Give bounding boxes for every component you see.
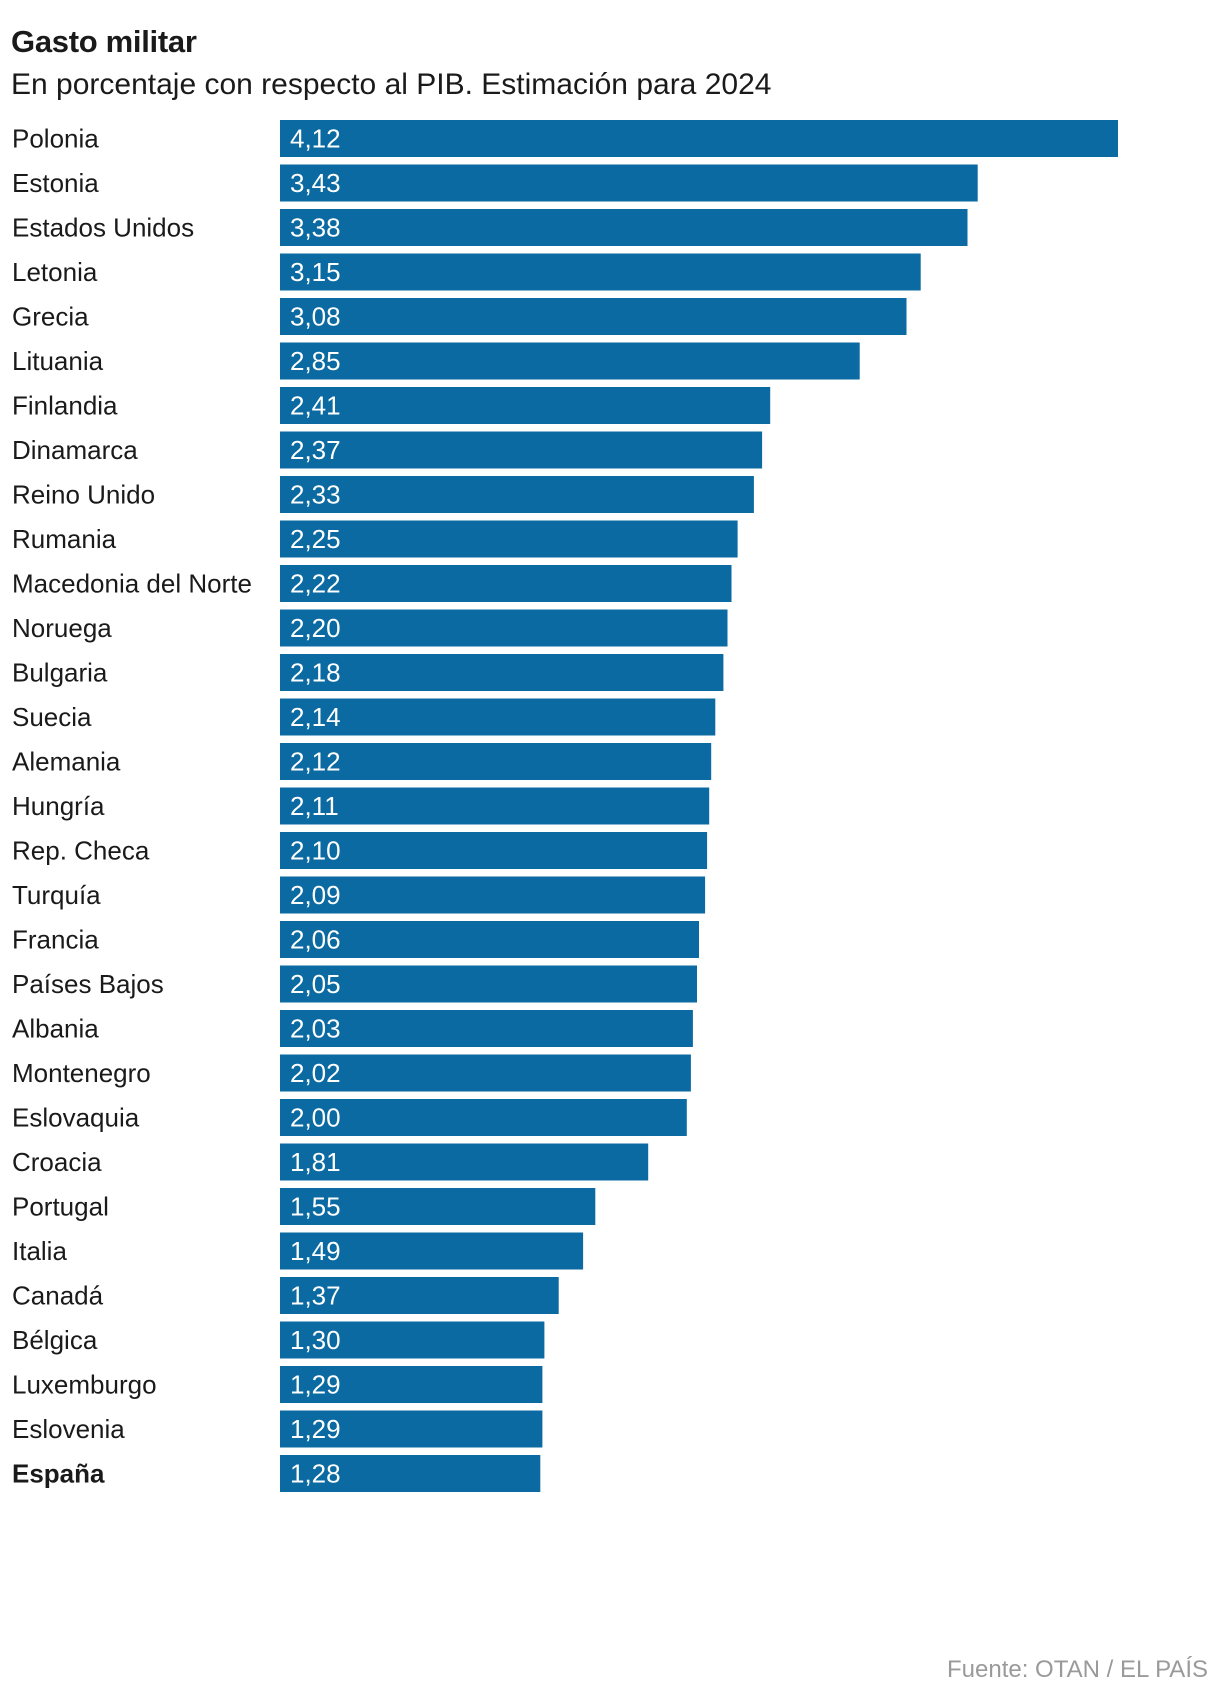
value-label-bulgaria: 2,18 bbox=[290, 658, 341, 688]
bar-luxemburgo bbox=[280, 1366, 543, 1403]
bar-reino-unido bbox=[280, 476, 754, 513]
value-label-turquia: 2,09 bbox=[290, 880, 341, 910]
value-label-eslovenia: 1,29 bbox=[290, 1414, 341, 1444]
value-label-estados-unidos: 3,38 bbox=[290, 213, 341, 243]
country-label-italia: Italia bbox=[12, 1236, 67, 1266]
value-label-francia: 2,06 bbox=[290, 925, 341, 955]
value-label-luxemburgo: 1,29 bbox=[290, 1370, 341, 1400]
country-label-espana: España bbox=[12, 1459, 105, 1489]
bar-paises-bajos bbox=[280, 965, 697, 1003]
bar-portugal bbox=[280, 1188, 596, 1225]
bar-francia bbox=[280, 921, 699, 958]
value-label-reino-unido: 2,33 bbox=[290, 480, 341, 510]
value-label-portugal: 1,55 bbox=[290, 1192, 341, 1222]
bar-eslovaquia bbox=[280, 1099, 687, 1136]
value-label-letonia: 3,15 bbox=[290, 257, 341, 287]
bar-italia bbox=[280, 1232, 584, 1270]
country-label-croacia: Croacia bbox=[12, 1147, 102, 1177]
country-label-estonia: Estonia bbox=[12, 168, 99, 198]
country-label-montenegro: Montenegro bbox=[12, 1058, 151, 1088]
value-label-eslovaquia: 2,00 bbox=[290, 1103, 341, 1133]
country-label-paises-bajos: Países Bajos bbox=[12, 969, 164, 999]
bar-bulgaria bbox=[280, 654, 724, 691]
bar-montenegro bbox=[280, 1054, 691, 1092]
value-label-belgica: 1,30 bbox=[290, 1325, 341, 1355]
bar-letonia bbox=[280, 253, 921, 291]
bar-hungria bbox=[280, 787, 710, 825]
bar-lituania bbox=[280, 342, 860, 380]
bar-turquia bbox=[280, 876, 706, 914]
bar-finlandia bbox=[280, 387, 771, 424]
country-label-luxemburgo: Luxemburgo bbox=[12, 1370, 157, 1400]
value-label-canada: 1,37 bbox=[290, 1281, 341, 1311]
bar-macedonia-del-norte bbox=[280, 565, 732, 602]
country-label-suecia: Suecia bbox=[12, 702, 92, 732]
country-label-bulgaria: Bulgaria bbox=[12, 658, 108, 688]
value-label-dinamarca: 2,37 bbox=[290, 435, 341, 465]
value-label-croacia: 1,81 bbox=[290, 1147, 341, 1177]
country-label-reino-unido: Reino Unido bbox=[12, 480, 155, 510]
country-label-canada: Canadá bbox=[12, 1281, 104, 1311]
country-label-belgica: Bélgica bbox=[12, 1325, 98, 1355]
bar-suecia bbox=[280, 698, 716, 736]
country-label-portugal: Portugal bbox=[12, 1192, 109, 1222]
bar-estados-unidos bbox=[280, 209, 968, 246]
value-label-grecia: 3,08 bbox=[290, 302, 341, 332]
country-label-estados-unidos: Estados Unidos bbox=[12, 213, 194, 243]
bar-croacia bbox=[280, 1143, 649, 1181]
bar-noruega bbox=[280, 609, 728, 647]
country-label-hungria: Hungría bbox=[12, 791, 105, 821]
country-label-finlandia: Finlandia bbox=[12, 391, 118, 421]
country-label-letonia: Letonia bbox=[12, 257, 98, 287]
country-label-eslovaquia: Eslovaquia bbox=[12, 1103, 140, 1133]
value-label-suecia: 2,14 bbox=[290, 702, 341, 732]
value-label-rep-checa: 2,10 bbox=[290, 836, 341, 866]
country-label-alemania: Alemania bbox=[12, 747, 121, 777]
value-label-noruega: 2,20 bbox=[290, 613, 341, 643]
bar-canada bbox=[280, 1277, 559, 1314]
country-label-polonia: Polonia bbox=[12, 124, 99, 154]
value-label-macedonia-del-norte: 2,22 bbox=[290, 569, 341, 599]
country-label-rep-checa: Rep. Checa bbox=[12, 836, 150, 866]
country-label-noruega: Noruega bbox=[12, 613, 112, 643]
bar-eslovenia bbox=[280, 1410, 543, 1448]
value-label-polonia: 4,12 bbox=[290, 124, 341, 154]
value-label-rumania: 2,25 bbox=[290, 524, 341, 554]
country-label-francia: Francia bbox=[12, 925, 99, 955]
value-label-hungria: 2,11 bbox=[290, 791, 339, 821]
value-label-espana: 1,28 bbox=[290, 1459, 341, 1489]
value-label-alemania: 2,12 bbox=[290, 747, 341, 777]
value-label-estonia: 3,43 bbox=[290, 168, 341, 198]
country-label-eslovenia: Eslovenia bbox=[12, 1414, 125, 1444]
value-label-lituania: 2,85 bbox=[290, 346, 341, 376]
source-note: Fuente: OTAN / EL PAÍS bbox=[947, 1656, 1208, 1683]
bar-rep-checa bbox=[280, 832, 708, 869]
chart-subtitle: En porcentaje con respecto al PIB. Estim… bbox=[11, 68, 772, 101]
value-label-albania: 2,03 bbox=[290, 1014, 341, 1044]
chart-title: Gasto militar bbox=[11, 24, 197, 59]
bar-polonia bbox=[280, 120, 1118, 157]
country-label-albania: Albania bbox=[12, 1014, 99, 1044]
value-label-montenegro: 2,02 bbox=[290, 1058, 341, 1088]
value-label-finlandia: 2,41 bbox=[290, 391, 341, 421]
value-label-paises-bajos: 2,05 bbox=[290, 969, 341, 999]
bar-belgica bbox=[280, 1321, 545, 1359]
bar-rumania bbox=[280, 520, 738, 558]
value-label-italia: 1,49 bbox=[290, 1236, 341, 1266]
country-label-dinamarca: Dinamarca bbox=[12, 435, 138, 465]
country-label-lituania: Lituania bbox=[12, 346, 104, 376]
country-label-grecia: Grecia bbox=[12, 302, 89, 332]
bar-grecia bbox=[280, 298, 907, 335]
country-label-macedonia-del-norte: Macedonia del Norte bbox=[12, 569, 252, 599]
bar-estonia bbox=[280, 164, 978, 202]
country-label-rumania: Rumania bbox=[12, 524, 117, 554]
bar-dinamarca bbox=[280, 431, 763, 469]
bar-alemania bbox=[280, 743, 712, 780]
country-label-turquia: Turquía bbox=[12, 880, 101, 910]
bar-albania bbox=[280, 1010, 693, 1047]
bar-espana bbox=[280, 1455, 541, 1492]
